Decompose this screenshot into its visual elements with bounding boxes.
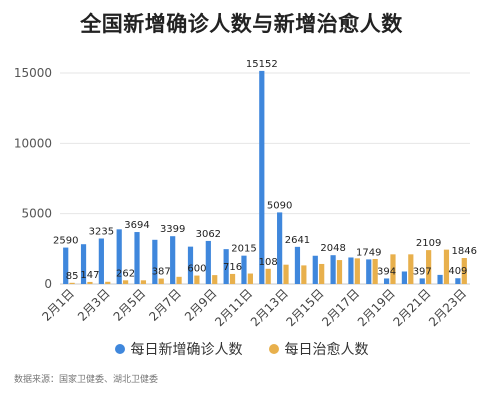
legend-label-confirmed: 每日新增确诊人数 bbox=[130, 342, 243, 358]
bar-confirmed bbox=[277, 212, 283, 284]
bar-cured bbox=[229, 273, 236, 284]
bar-cured bbox=[194, 275, 200, 284]
legend-item-confirmed: 每日新增确诊人数 bbox=[114, 339, 243, 359]
bar-cured bbox=[426, 250, 432, 284]
y-tick-label: 5000 bbox=[21, 207, 52, 221]
legend-swatch-confirmed bbox=[114, 344, 125, 354]
data-labels: 2590 3235 3694 3399 3062 2015 15152 5090 2641 204… bbox=[53, 59, 477, 282]
bar-cured bbox=[122, 280, 129, 284]
data-label-confirmed: 2048 bbox=[320, 243, 345, 254]
bar-confirmed bbox=[330, 255, 336, 284]
bar-confirmed bbox=[259, 70, 265, 284]
data-label-confirmed: 15152 bbox=[246, 59, 278, 70]
grid-lines bbox=[60, 72, 470, 285]
bar-cured bbox=[336, 260, 343, 284]
bar-confirmed bbox=[223, 249, 229, 284]
y-tick-label: 15000 bbox=[14, 66, 52, 80]
data-label-confirmed: 5090 bbox=[267, 200, 292, 211]
x-tick-label: 2月13日 bbox=[248, 286, 291, 329]
x-tick-label: 2月19日 bbox=[355, 286, 398, 329]
x-tick-label: 2月21日 bbox=[390, 286, 433, 329]
x-axis: 2月1日2月3日2月5日2月7日2月9日2月11日2月13日2月15日2月17日… bbox=[39, 286, 469, 329]
data-label-cured: 262 bbox=[116, 268, 135, 279]
bar-confirmed bbox=[63, 247, 69, 284]
bar-confirmed bbox=[366, 259, 372, 284]
bar-confirmed bbox=[401, 271, 408, 284]
data-label-confirmed: 3399 bbox=[160, 224, 185, 235]
data-label-confirmed: 409 bbox=[448, 266, 467, 277]
bar-confirmed bbox=[205, 240, 211, 284]
bar-cured bbox=[176, 276, 182, 284]
bar-confirmed bbox=[383, 278, 390, 284]
data-label-confirmed: 397 bbox=[413, 266, 432, 277]
bar-cured bbox=[265, 268, 271, 284]
legend-label-cured: 每日治愈人数 bbox=[284, 342, 369, 358]
bar-cured bbox=[247, 273, 253, 284]
y-tick-label: 10000 bbox=[14, 136, 52, 150]
x-tick-label: 2月5日 bbox=[111, 286, 149, 324]
chart-title: 全国新增确诊人数与新增治愈人数 bbox=[80, 12, 403, 36]
bar-cured bbox=[140, 280, 147, 284]
bar-cured bbox=[105, 281, 111, 284]
bar-cured bbox=[372, 258, 378, 284]
bar-confirmed bbox=[455, 278, 461, 284]
x-tick-label: 2月11日 bbox=[212, 286, 255, 329]
bar-cured bbox=[443, 249, 450, 284]
bar-confirmed bbox=[348, 257, 354, 284]
bar-cured bbox=[87, 281, 93, 284]
bars bbox=[63, 70, 467, 284]
x-tick-label: 2月15日 bbox=[284, 286, 327, 329]
bar-confirmed bbox=[116, 229, 122, 284]
bar-cured bbox=[408, 254, 414, 284]
bar-cured bbox=[158, 278, 164, 284]
bar-cured bbox=[283, 264, 289, 284]
x-tick-label: 2月3日 bbox=[75, 286, 113, 324]
bar-confirmed bbox=[134, 232, 140, 284]
bar-cured bbox=[390, 254, 396, 284]
x-tick-label: 2月7日 bbox=[146, 286, 184, 324]
bar-confirmed bbox=[437, 274, 443, 284]
data-label-cured: 716 bbox=[223, 262, 242, 273]
bar-cured bbox=[212, 275, 218, 284]
data-label-confirmed: 3694 bbox=[124, 220, 149, 231]
x-tick-label: 2月17日 bbox=[319, 286, 362, 329]
y-tick-label: 0 bbox=[44, 277, 52, 291]
bar-confirmed bbox=[312, 255, 318, 284]
legend-item-cured: 每日治愈人数 bbox=[268, 339, 369, 359]
data-label-cured: 600 bbox=[187, 264, 206, 275]
bar-confirmed bbox=[187, 246, 194, 284]
y-axis: 0 5000 10000 15000 bbox=[14, 66, 52, 291]
bar-cured bbox=[69, 282, 75, 284]
bar-cured bbox=[319, 263, 325, 284]
data-label-cured: 108 bbox=[259, 257, 278, 268]
data-label-cured: 147 bbox=[80, 270, 99, 281]
bar-confirmed bbox=[152, 239, 158, 284]
bar-confirmed bbox=[419, 278, 425, 284]
data-label-confirmed: 1749 bbox=[356, 247, 381, 258]
data-label-confirmed: 2641 bbox=[285, 235, 310, 246]
bar-cured bbox=[301, 265, 307, 284]
data-label-cured: 85 bbox=[66, 271, 79, 282]
data-label-confirmed: 2015 bbox=[231, 244, 256, 255]
bar-chart: 0 5000 10000 15000 2590 3235 3694 3399 3062 2015… bbox=[14, 59, 477, 329]
data-label-confirmed: 394 bbox=[377, 266, 396, 277]
x-tick-label: 2月1日 bbox=[39, 286, 77, 324]
data-label-confirmed: 3235 bbox=[89, 227, 114, 238]
data-label-confirmed: 2590 bbox=[53, 236, 78, 247]
bar-confirmed bbox=[241, 255, 247, 284]
bar-confirmed bbox=[170, 236, 176, 284]
legend-swatch-cured bbox=[268, 344, 279, 354]
bar-cured bbox=[354, 258, 360, 284]
data-label-confirmed: 3062 bbox=[196, 229, 221, 240]
bar-confirmed bbox=[294, 246, 301, 284]
bar-confirmed bbox=[98, 238, 104, 284]
x-tick-label: 2月23日 bbox=[426, 286, 469, 329]
data-source: 数据来源：国家卫健委、湖北卫健委 bbox=[14, 375, 159, 385]
legend: 每日新增确诊人数 每日治愈人数 bbox=[0, 339, 483, 359]
data-label-cured: 2109 bbox=[416, 238, 441, 249]
bar-confirmed bbox=[80, 244, 87, 284]
data-label-cured: 387 bbox=[152, 267, 171, 278]
bar-cured bbox=[461, 258, 467, 284]
data-label-cured: 1846 bbox=[452, 246, 477, 257]
